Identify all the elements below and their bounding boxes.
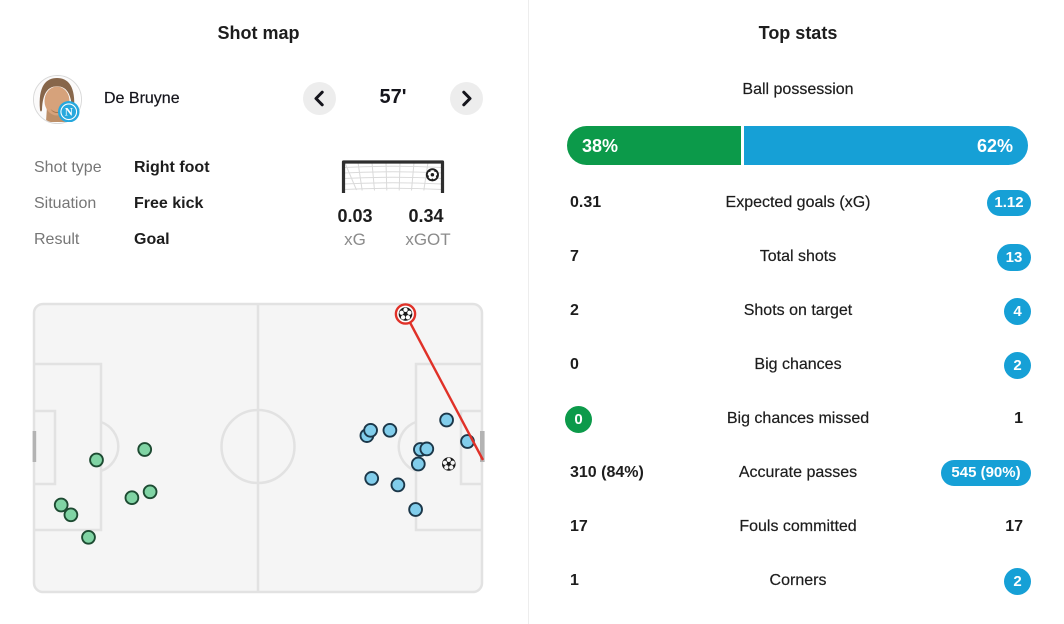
svg-text:N: N xyxy=(65,106,73,118)
